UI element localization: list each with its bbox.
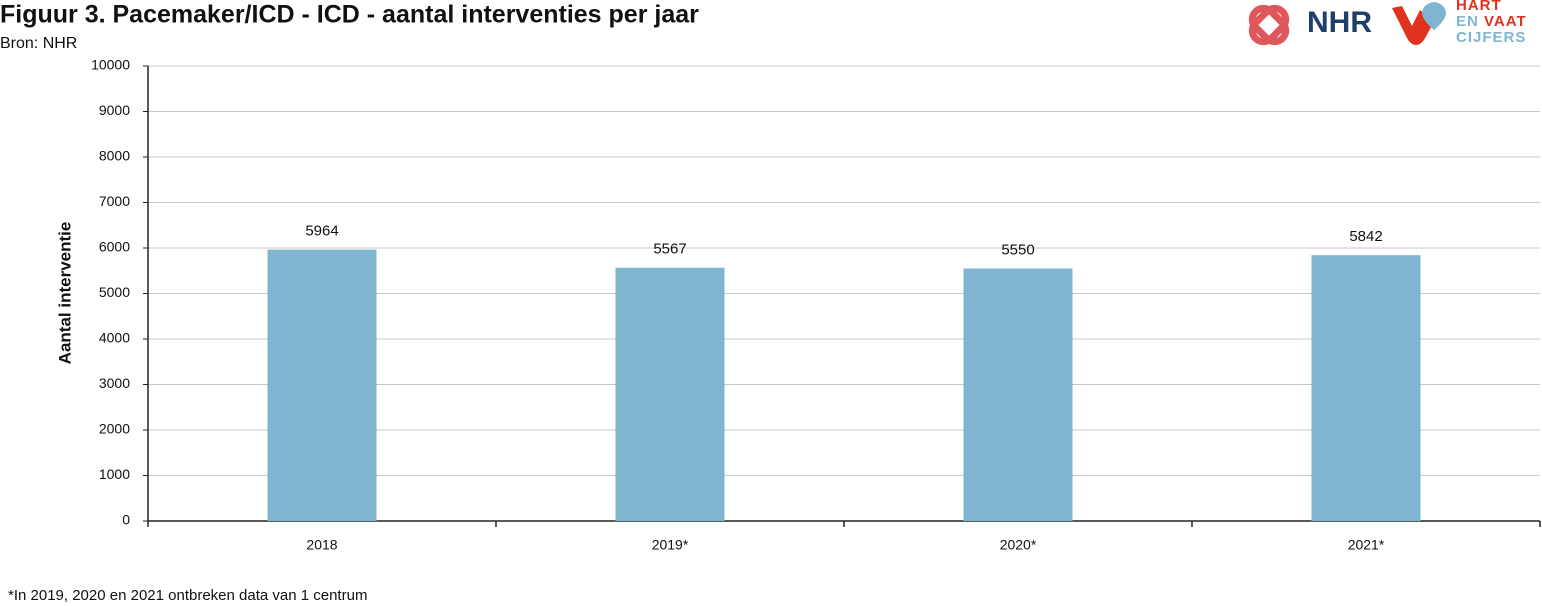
x-tick-label: 2018	[306, 537, 337, 553]
y-tick-label: 1000	[99, 466, 130, 482]
logo: NHR HART EN VAAT CIJFERS	[1248, 0, 1527, 46]
x-tick-label: 2020*	[1000, 537, 1037, 553]
logo-icon	[1248, 4, 1290, 46]
logo-line: HART	[1456, 0, 1502, 14]
bar	[963, 268, 1073, 521]
value-label: 5964	[305, 223, 338, 240]
chart-subtitle: Bron: NHR	[0, 35, 77, 52]
y-tick-label: 7000	[99, 193, 130, 209]
y-tick-label: 9000	[99, 102, 130, 118]
value-label: 5550	[1001, 241, 1034, 258]
value-label: 5842	[1349, 228, 1382, 245]
logo-line: CIJFERS	[1456, 29, 1526, 46]
x-tick-label: 2019*	[652, 537, 689, 553]
y-tick-label: 2000	[99, 421, 130, 437]
y-tick-label: 3000	[99, 375, 130, 391]
bar	[615, 267, 725, 521]
chart-title: Figuur 3. Pacemaker/ICD - ICD - aantal i…	[0, 1, 699, 29]
bar	[1311, 255, 1421, 521]
y-axis-title: Aantal interventie	[55, 222, 74, 365]
y-tick-label: 0	[122, 512, 130, 528]
footnote: *In 2019, 2020 en 2021 ontbreken data va…	[8, 587, 367, 604]
value-label: 5567	[653, 241, 686, 258]
y-tick-label: 5000	[99, 284, 130, 300]
y-tick-label: 10000	[91, 57, 130, 73]
y-tick-label: 6000	[99, 239, 130, 255]
x-tick-label: 2021*	[1348, 537, 1385, 553]
logo-drop	[1422, 2, 1446, 30]
logo-line: EN	[1456, 13, 1479, 30]
bar	[267, 249, 377, 521]
logo-text: NHR	[1307, 6, 1372, 39]
logo-line: VAAT	[1484, 13, 1527, 30]
y-tick-label: 8000	[99, 148, 130, 164]
y-tick-label: 4000	[99, 330, 130, 346]
